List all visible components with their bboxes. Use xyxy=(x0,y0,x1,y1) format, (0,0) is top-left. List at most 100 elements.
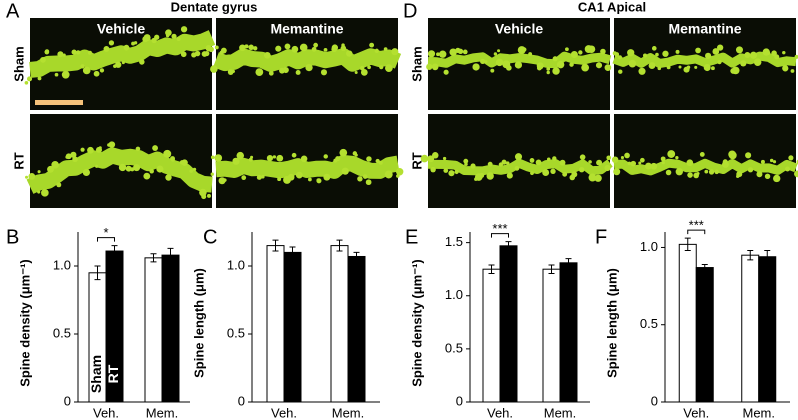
column-label: Vehicle xyxy=(495,21,543,37)
spine xyxy=(710,66,715,71)
dendrite xyxy=(612,51,797,68)
spine xyxy=(514,165,520,171)
spine xyxy=(139,59,145,65)
spine xyxy=(790,69,795,73)
spine xyxy=(788,155,794,161)
spine xyxy=(62,53,66,57)
spine xyxy=(562,171,568,177)
panel-label: D xyxy=(403,0,417,22)
spine xyxy=(717,60,722,65)
spine xyxy=(426,63,433,70)
bar xyxy=(330,245,349,403)
panel-label: E xyxy=(405,226,418,248)
spine xyxy=(546,70,550,75)
spine xyxy=(448,170,455,177)
spine xyxy=(745,152,752,159)
spine xyxy=(740,60,747,67)
spine xyxy=(753,58,762,66)
spine xyxy=(731,66,740,75)
spine xyxy=(487,161,493,167)
spine xyxy=(266,155,274,162)
bar xyxy=(144,257,163,403)
spine xyxy=(28,173,36,180)
bar xyxy=(542,268,561,403)
y-tick-label: 0 xyxy=(238,393,245,408)
spine xyxy=(239,44,246,52)
spine xyxy=(277,177,282,182)
spine xyxy=(695,47,701,54)
spine xyxy=(149,168,154,174)
significance-label: * xyxy=(103,225,108,240)
x-tick-label: Mem. xyxy=(332,405,365,420)
spine xyxy=(300,155,308,163)
spine xyxy=(764,173,771,180)
legend-label: RT xyxy=(105,364,121,383)
panel-label: F xyxy=(595,226,607,248)
error-bar xyxy=(764,250,771,264)
column-label: Memantine xyxy=(270,21,343,37)
spine xyxy=(283,176,291,184)
spine xyxy=(395,168,404,176)
micrograph-title: Dentate gyrus xyxy=(171,0,258,14)
spine xyxy=(248,44,254,51)
spine xyxy=(82,168,90,177)
spine xyxy=(552,56,558,62)
spine xyxy=(651,46,657,51)
x-tick-label: Veh. xyxy=(487,405,513,420)
spine xyxy=(263,51,271,59)
significance-bracket xyxy=(491,233,509,238)
spine xyxy=(374,48,379,53)
spine xyxy=(194,50,201,57)
spine xyxy=(256,174,262,180)
y-tick-label: 0.5 xyxy=(640,316,658,331)
spine xyxy=(108,40,115,46)
spine xyxy=(170,157,175,162)
spine xyxy=(624,152,630,159)
spine xyxy=(366,156,372,162)
bar xyxy=(347,255,366,403)
bar xyxy=(499,245,518,403)
spine xyxy=(774,54,780,60)
spine xyxy=(705,52,712,59)
spine xyxy=(142,36,149,43)
row-label: RT xyxy=(11,152,26,169)
spine xyxy=(464,162,468,167)
spine xyxy=(484,60,488,64)
spine xyxy=(120,164,125,168)
significance-label: *** xyxy=(689,218,704,233)
x-tick-label: Mem. xyxy=(146,405,179,420)
y-axis-label: Spine length (μm) xyxy=(191,268,206,378)
spine xyxy=(628,59,637,68)
spine xyxy=(675,49,680,54)
spine xyxy=(384,170,393,179)
x-tick-label: Mem. xyxy=(743,405,776,420)
error-bar xyxy=(94,265,101,281)
spine xyxy=(123,44,130,51)
spine xyxy=(37,190,41,194)
spine xyxy=(650,162,658,170)
spine xyxy=(571,171,578,178)
spine xyxy=(199,188,207,197)
spine xyxy=(253,46,258,51)
column-label: Memantine xyxy=(668,21,741,37)
spine xyxy=(614,52,620,57)
spine xyxy=(638,161,642,165)
spine xyxy=(794,170,798,178)
spine xyxy=(479,172,485,178)
spine xyxy=(655,52,659,57)
spine xyxy=(176,37,181,41)
error-bar xyxy=(684,237,691,252)
spine xyxy=(227,69,234,75)
spine xyxy=(80,64,85,69)
spine xyxy=(241,175,247,181)
bar xyxy=(482,268,501,403)
y-tick-label: 0.5 xyxy=(445,340,463,355)
spine xyxy=(180,51,187,58)
spine xyxy=(694,65,698,69)
spine xyxy=(108,141,116,148)
error-bar xyxy=(150,253,157,263)
bar xyxy=(741,254,760,403)
y-tick-label: 0.5 xyxy=(227,325,245,340)
spine xyxy=(51,161,59,169)
spine xyxy=(250,155,254,159)
